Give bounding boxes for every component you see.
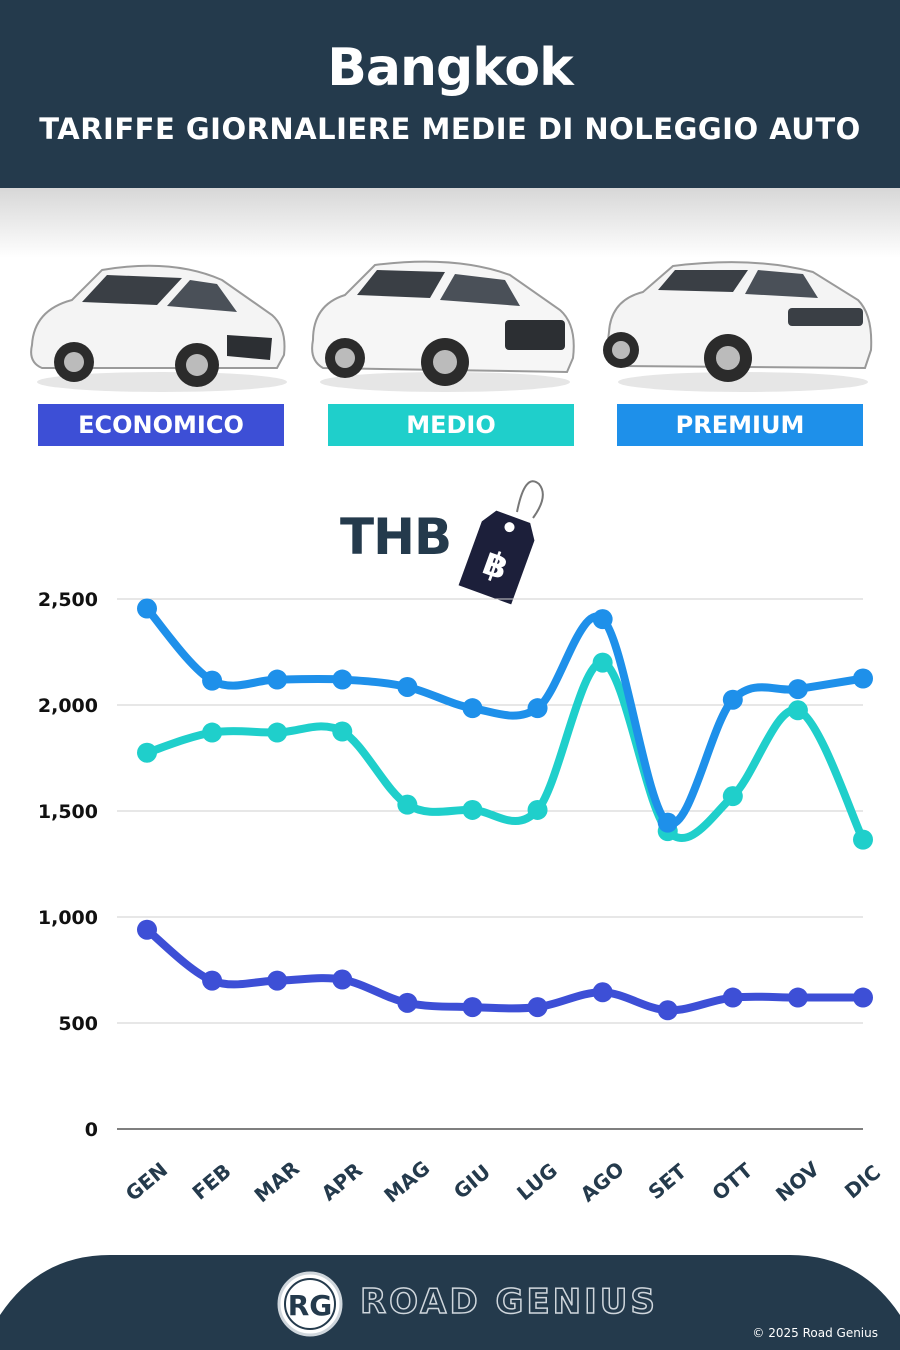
data-point-premium [397,676,418,697]
data-point-economico [332,969,353,990]
legend-premium-badge: PREMIUM [617,404,863,446]
data-point-premium [787,679,808,700]
x-tick-label: NOV [771,1156,824,1206]
data-point-economico [267,970,288,991]
data-point-economico [853,987,873,1008]
data-point-economico [397,992,418,1013]
data-point-premium [267,669,288,690]
data-point-medio [462,799,483,820]
data-point-medio [267,722,288,743]
midsize-car-image [311,260,575,392]
x-tick-label: LUG [512,1158,562,1205]
series-line-economico [143,925,867,1015]
x-tick-label: FEB [188,1159,236,1205]
copyright-text: © 2025 Road Genius [752,1326,878,1340]
x-tick-label: APR [317,1158,367,1206]
data-point-medio [787,700,808,721]
x-tick-label: MAR [250,1156,304,1207]
y-tick-label: 1,500 [38,801,98,823]
data-point-economico [202,970,223,991]
x-tick-label: AGO [576,1157,629,1207]
x-tick-label: GEN [121,1157,172,1205]
page-title: Bangkok [327,38,573,98]
data-point-premium [657,812,678,833]
economy-car-image [30,264,287,392]
price-tag-icon: ฿ [458,480,544,605]
data-point-premium [592,609,613,630]
x-tick-label: MAG [379,1156,434,1208]
data-point-economico [592,982,613,1003]
data-point-medio [202,722,223,743]
brand-name: ROAD GENIUS [359,1281,658,1323]
data-point-medio [722,786,743,807]
header-shadow [0,188,900,258]
y-tick-label: 500 [58,1013,98,1035]
y-tick-label: 0 [85,1119,98,1141]
currency-label: THB [340,508,452,566]
data-point-premium [462,698,483,719]
data-point-premium [527,698,548,719]
logo-text: RG [288,1289,333,1322]
legend-midsize-badge: MEDIO [328,404,574,446]
y-tick-label: 2,000 [38,695,98,717]
data-point-premium [332,669,353,690]
line-chart: 0 500 1,000 1,500 2,000 2,500 GEN FEB MAR APR MAG… [38,589,885,1208]
data-point-economico [527,997,548,1018]
x-tick-label: OTT [707,1158,757,1205]
data-point-economico [462,997,483,1018]
data-point-medio [853,829,873,850]
data-point-premium [853,668,873,689]
legend-economy-badge: ECONOMICO [38,404,284,446]
y-tick-label: 2,500 [38,589,98,611]
x-tick-label: SET [644,1159,692,1204]
data-point-medio [592,652,613,673]
page-subtitle: TARIFFE GIORNALIERE MEDIE DI NOLEGGIO AU… [39,112,861,146]
data-point-premium [722,689,743,710]
data-point-medio [397,794,418,815]
data-point-economico [787,987,808,1008]
data-point-medio [137,742,157,763]
data-point-economico [722,987,743,1008]
road-genius-logo-icon: RG [277,1271,343,1337]
data-point-medio [332,721,353,742]
data-point-economico [137,919,157,940]
footer-banner [0,1255,900,1350]
data-point-premium [137,598,157,619]
x-tick-label: DIC [840,1160,885,1203]
data-point-premium [202,670,223,691]
data-point-economico [657,1000,678,1021]
header-banner: Bangkok TARIFFE GIORNALIERE MEDIE DI NOL… [0,0,900,188]
premium-car-image [603,261,873,392]
series-line-premium [143,604,867,828]
data-point-medio [527,799,548,820]
x-tick-label: GIU [449,1160,495,1204]
y-tick-label: 1,000 [38,907,98,929]
